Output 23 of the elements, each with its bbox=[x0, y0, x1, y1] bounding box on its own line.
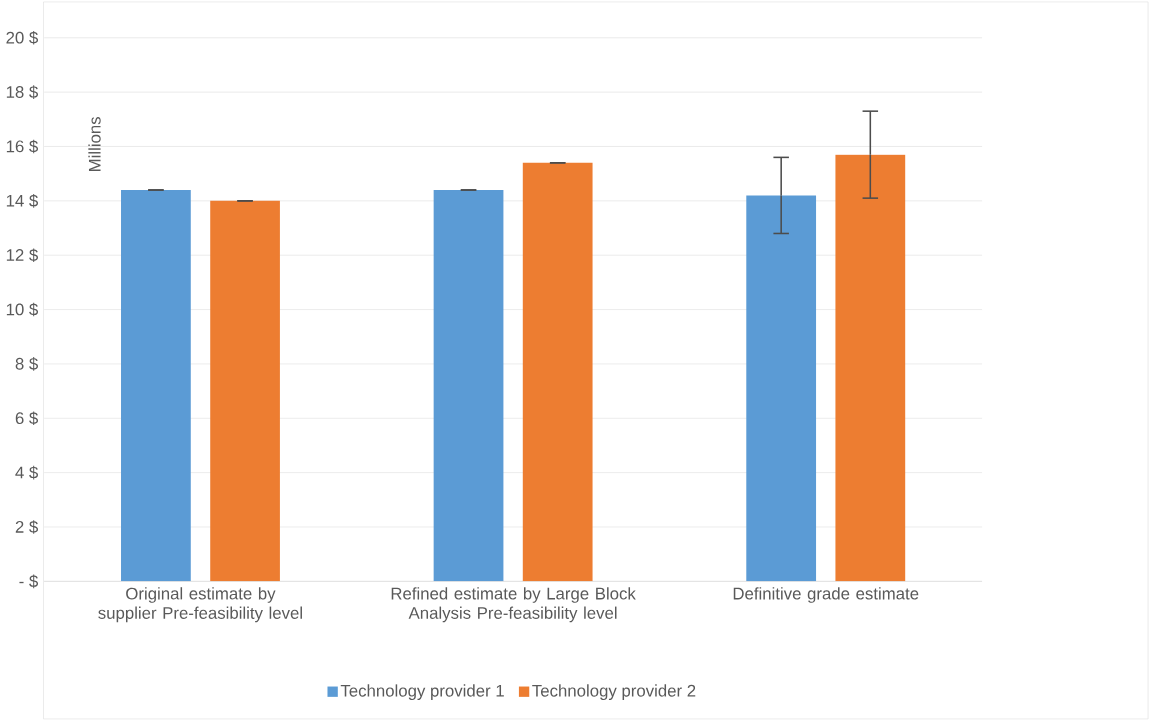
legend-label: Technology provider 2 bbox=[532, 684, 696, 701]
bar bbox=[433, 190, 504, 582]
bar bbox=[121, 190, 191, 582]
bar bbox=[746, 195, 817, 582]
y-axis-title: Millions bbox=[88, 117, 101, 172]
y-tick-label: 6 $ bbox=[15, 411, 39, 426]
y-tick-label: 2 $ bbox=[15, 520, 39, 534]
y-tick-label: 16 $ bbox=[6, 139, 39, 154]
y-tick-label: 14 $ bbox=[6, 194, 39, 208]
x-tick-label: Refined estimate by Large Block Analysis Pre-feasibility level bbox=[391, 587, 636, 623]
x-tick-label: Original estimate by supplier Pre-feasibility level bbox=[98, 587, 302, 623]
y-tick-label: 18 $ bbox=[6, 85, 39, 99]
y-tick-label: 4 $ bbox=[15, 465, 39, 480]
y-tick-label: 8 $ bbox=[15, 357, 39, 371]
y-tick-label: 10 $ bbox=[6, 302, 39, 317]
bar bbox=[522, 162, 593, 582]
bar bbox=[835, 154, 906, 582]
y-tick-label: - $ bbox=[19, 574, 39, 589]
y-tick-label: 20 $ bbox=[6, 31, 39, 45]
bar bbox=[210, 200, 280, 582]
y-tick-label: 12 $ bbox=[6, 248, 39, 263]
x-tick-label: Definitive grade estimate bbox=[733, 587, 919, 603]
legend-label: Technology provider 1 bbox=[340, 684, 504, 701]
